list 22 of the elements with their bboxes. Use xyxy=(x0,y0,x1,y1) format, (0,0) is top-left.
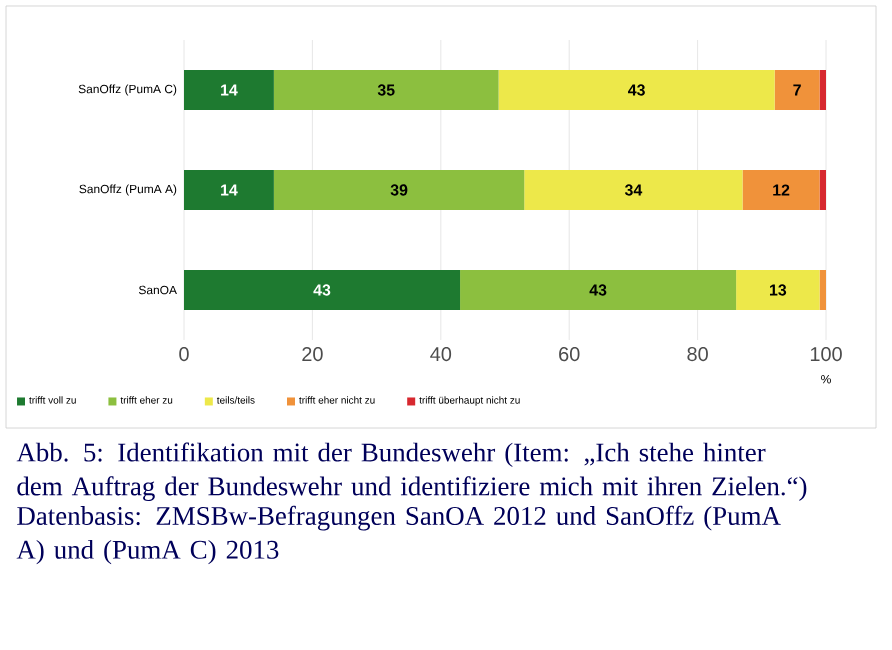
x-tick-label: 0 xyxy=(179,347,189,362)
x-tick-label: 40 xyxy=(430,347,452,362)
x-tick-label: 80 xyxy=(687,347,708,362)
x-tick-label: 20 xyxy=(302,347,323,362)
bar xyxy=(498,70,775,111)
bar xyxy=(742,170,820,211)
bar xyxy=(736,270,820,310)
bar xyxy=(819,70,827,111)
bar xyxy=(273,70,499,111)
bar xyxy=(774,70,820,111)
bar xyxy=(184,270,461,310)
text: Datenbasis: ZMSBw-Befragungen SanOA 2012 und SanOffz (PumA A) und (PumA C) 2013 xyxy=(16,505,781,565)
bar xyxy=(460,270,737,310)
bar xyxy=(819,270,827,310)
bar xyxy=(184,170,274,211)
bar xyxy=(184,70,274,111)
x-tick-label: 60 xyxy=(559,347,580,362)
bar xyxy=(273,170,525,211)
x-tick-label: 100 xyxy=(810,347,842,362)
text: Abb. 5: Identifikation mit der Bundeswehr (Item: „Ich stehe hinter dem Auftrag der Bundeswehr und identifiziere mich mit ihren Zielen.“) xyxy=(16,442,807,502)
bar xyxy=(819,170,827,211)
bar xyxy=(524,170,743,211)
